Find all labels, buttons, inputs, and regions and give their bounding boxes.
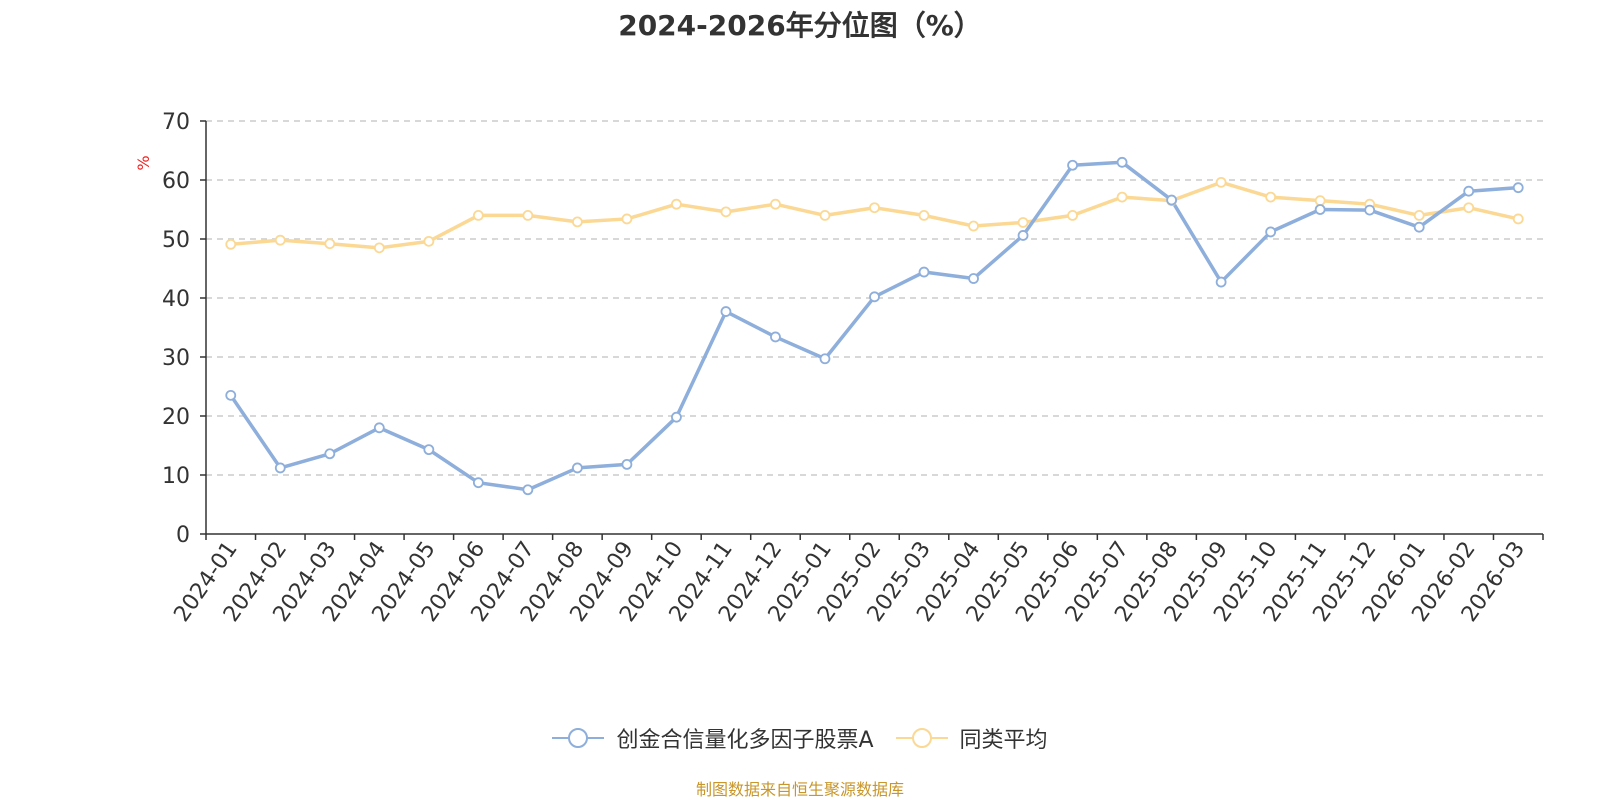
legend-label-series-2: 同类平均: [959, 728, 1048, 753]
data-point-series-2[interactable]: [720, 206, 732, 218]
data-point-series-1[interactable]: [225, 389, 237, 401]
data-point-series-2[interactable]: [1215, 176, 1227, 188]
data-point-series-2[interactable]: [274, 234, 286, 246]
data-point-series-1[interactable]: [1413, 221, 1425, 233]
data-point-series-2[interactable]: [1067, 209, 1078, 221]
data-point-series-1[interactable]: [770, 331, 781, 343]
data-point-series-1[interactable]: [621, 458, 633, 470]
data-point-series-2[interactable]: [968, 220, 979, 232]
data-point-series-2[interactable]: [621, 213, 633, 225]
data-point-series-2[interactable]: [522, 209, 534, 221]
data-point-series-2[interactable]: [671, 198, 682, 210]
data-point-series-2[interactable]: [472, 209, 484, 221]
data-point-series-2[interactable]: [1265, 191, 1277, 203]
data-point-series-1[interactable]: [819, 353, 831, 365]
axes: 010203040506070%2024-012024-022024-03202…: [134, 110, 1544, 627]
series-line-2: [230, 180, 1519, 250]
data-point-series-2[interactable]: [225, 238, 237, 250]
data-point-series-1[interactable]: [869, 291, 880, 303]
y-axis-label: %: [134, 155, 153, 170]
data-point-series-2[interactable]: [918, 209, 930, 221]
y-tick-label: 40: [162, 287, 190, 312]
data-point-series-2[interactable]: [1413, 209, 1425, 221]
data-point-series-1[interactable]: [968, 273, 979, 284]
legend: 创金合信量化多因子股票A 同类平均: [0, 722, 1600, 754]
data-point-series-2[interactable]: [373, 242, 385, 254]
data-point-series-1[interactable]: [1364, 204, 1376, 216]
legend-item-series-1[interactable]: 创金合信量化多因子股票A: [552, 722, 874, 754]
data-point-series-2[interactable]: [571, 216, 583, 228]
legend-item-series-2[interactable]: 同类平均: [895, 722, 1048, 754]
data-point-series-1[interactable]: [1463, 185, 1475, 197]
data-point-series-1[interactable]: [1017, 230, 1029, 241]
data-point-series-2[interactable]: [1463, 202, 1475, 214]
data-point-series-2[interactable]: [324, 238, 336, 250]
data-point-series-1[interactable]: [671, 411, 682, 423]
data-point-series-2[interactable]: [1512, 213, 1524, 225]
data-point-series-2[interactable]: [1017, 217, 1029, 228]
data-point-series-1[interactable]: [571, 462, 583, 474]
data-point-series-1[interactable]: [373, 422, 385, 434]
y-tick-label: 0: [176, 523, 190, 548]
y-tick-label: 10: [162, 464, 190, 489]
data-point-series-1[interactable]: [1116, 156, 1128, 168]
data-point-series-2[interactable]: [423, 235, 435, 247]
data-source-note: 制图数据来自恒生聚源数据库: [695, 780, 904, 799]
data-point-series-2[interactable]: [869, 202, 880, 214]
y-tick-label: 50: [162, 228, 190, 253]
data-point-series-2[interactable]: [819, 209, 831, 221]
data-point-series-1[interactable]: [1314, 204, 1326, 215]
data-point-series-1[interactable]: [1166, 194, 1178, 206]
data-point-series-2[interactable]: [1116, 191, 1128, 203]
data-point-series-1[interactable]: [274, 462, 286, 474]
y-tick-label: 60: [162, 169, 190, 194]
data-point-series-2[interactable]: [1314, 195, 1326, 207]
data-point-series-2[interactable]: [770, 198, 781, 210]
data-point-series-1[interactable]: [1512, 182, 1524, 194]
data-point-series-1[interactable]: [1067, 159, 1078, 171]
y-tick-label: 20: [162, 405, 190, 430]
data-point-series-1[interactable]: [522, 484, 534, 496]
data-point-series-1[interactable]: [720, 306, 732, 317]
y-tick-label: 70: [162, 110, 190, 135]
data-point-series-1[interactable]: [1215, 276, 1227, 288]
data-point-series-1[interactable]: [324, 448, 336, 460]
data-point-series-1[interactable]: [423, 444, 435, 456]
y-tick-label: 30: [162, 346, 190, 371]
chart-title: 2024-2026年分位图（%）: [618, 9, 982, 42]
legend-label-series-1: 创金合信量化多因子股票A: [616, 728, 874, 753]
data-point-series-1[interactable]: [1265, 226, 1277, 238]
data-point-series-1[interactable]: [472, 477, 484, 489]
legend-marker-series-2: [895, 728, 948, 748]
legend-marker-series-1: [552, 728, 605, 748]
data-point-series-1[interactable]: [918, 266, 930, 278]
series-layer: [225, 156, 1524, 496]
